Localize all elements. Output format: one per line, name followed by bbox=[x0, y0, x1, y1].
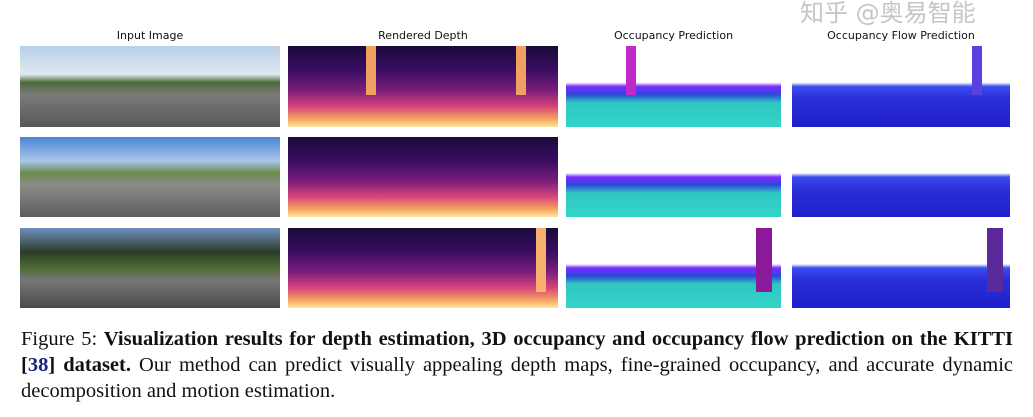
occupancy-flow-prediction-1 bbox=[792, 46, 1010, 127]
occupancy-prediction-3 bbox=[566, 228, 781, 308]
header-input-image: Input Image bbox=[116, 29, 184, 42]
depth-pole bbox=[536, 228, 546, 292]
depth-pole bbox=[516, 46, 526, 95]
caption-label: Figure 5: bbox=[21, 328, 98, 350]
caption-bold-end: dataset. bbox=[63, 354, 131, 376]
figure-caption: Figure 5: Visualization results for dept… bbox=[21, 326, 1013, 404]
citation-link[interactable]: 38 bbox=[27, 354, 49, 376]
caption-text: Our method can predict visually appealin… bbox=[21, 354, 1014, 402]
rendered-depth-1 bbox=[288, 46, 558, 127]
rendered-depth-2 bbox=[288, 137, 558, 217]
header-occupancy-flow-prediction: Occupancy Flow Prediction bbox=[827, 29, 975, 42]
occupancy-prediction-2 bbox=[566, 137, 781, 217]
citation-brackets: [38] bbox=[21, 354, 56, 376]
input-image-3 bbox=[20, 228, 280, 308]
caption-bold-title: Visualization results for depth estimati… bbox=[103, 328, 1014, 350]
occupancy-pole bbox=[756, 228, 772, 292]
occupancy-flow-prediction-2 bbox=[792, 137, 1010, 217]
depth-pole bbox=[366, 46, 376, 95]
watermark: 知乎 @奥易智能 bbox=[800, 0, 976, 27]
input-image-2 bbox=[20, 137, 280, 217]
header-rendered-depth: Rendered Depth bbox=[378, 29, 468, 42]
occupancy-pole bbox=[626, 46, 636, 95]
input-image-1 bbox=[20, 46, 280, 127]
flow-pole bbox=[987, 228, 1003, 292]
header-occupancy-prediction: Occupancy Prediction bbox=[613, 29, 734, 42]
flow-pole bbox=[972, 46, 982, 95]
occupancy-flow-prediction-3 bbox=[792, 228, 1010, 308]
occupancy-prediction-1 bbox=[566, 46, 781, 127]
rendered-depth-3 bbox=[288, 228, 558, 308]
